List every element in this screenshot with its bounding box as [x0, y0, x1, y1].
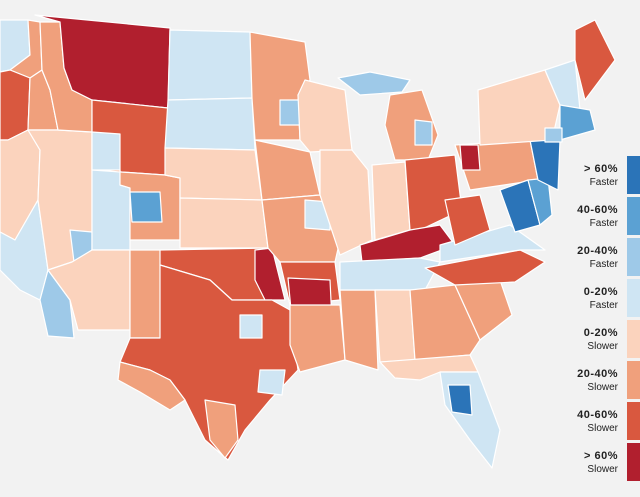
map-region-mississippi	[339, 289, 379, 371]
map-region-alabama	[374, 289, 416, 363]
legend-range-label: 20-40%	[577, 245, 618, 257]
map-region-kansas	[179, 197, 269, 249]
map-region-western-pa	[459, 144, 481, 171]
legend-swatch	[627, 156, 640, 194]
map-region-texas	[119, 264, 299, 461]
map-region-tampa	[447, 384, 473, 416]
legend-swatch	[627, 402, 640, 440]
legend-range-label: > 60%	[584, 450, 618, 462]
legend-direction-label: Faster	[589, 259, 618, 270]
us-map-svg	[0, 14, 616, 469]
legend-direction-label: Faster	[589, 218, 618, 229]
map-region-dallas	[239, 314, 263, 339]
legend-direction-label: Slower	[587, 382, 618, 393]
map-region-north-dakota	[167, 29, 253, 101]
legend-item: > 60% Slower	[568, 442, 640, 482]
legend-item: 40-60% Slower	[568, 401, 640, 441]
legend-range-label: 20-40%	[577, 368, 618, 380]
legend-direction-label: Slower	[587, 464, 618, 475]
map-region-upper-michigan	[337, 71, 411, 96]
map-region-georgia	[409, 284, 481, 361]
legend-item: 20-40% Faster	[568, 237, 640, 277]
map-region-illinois	[319, 149, 373, 256]
legend-item: > 60% Faster	[568, 155, 640, 195]
map-region-wisconsin	[297, 79, 353, 153]
legend-swatch	[627, 361, 640, 399]
map-region-maine	[574, 19, 616, 101]
legend-direction-label: Faster	[589, 300, 618, 311]
legend-item: 0-20% Faster	[568, 278, 640, 318]
map-region-oregon-west	[0, 69, 31, 141]
legend-swatch	[627, 197, 640, 235]
map-region-virginia	[439, 224, 546, 263]
legend-range-label: 0-20%	[583, 286, 618, 298]
map-region-houston	[257, 369, 286, 396]
map-region-denver	[129, 191, 163, 223]
map-region-connecticut	[544, 127, 563, 143]
legend-swatch	[627, 279, 640, 317]
map-region-nebraska	[164, 147, 263, 201]
map-region-detroit	[414, 119, 433, 146]
map-region-indiana	[371, 161, 411, 241]
legend-range-label: 40-60%	[577, 204, 618, 216]
legend-range-label: 0-20%	[583, 327, 618, 339]
map-region-south-texas	[204, 399, 239, 459]
map-region-south-dakota	[164, 97, 256, 151]
map-region-boston	[559, 104, 596, 141]
map-region-north-carolina	[424, 249, 546, 286]
legend-range-label: > 60%	[584, 163, 618, 175]
map-region-new-york	[477, 69, 561, 146]
legend-direction-label: Faster	[589, 177, 618, 188]
map-region-louisiana	[289, 304, 346, 373]
legend-swatch	[627, 320, 640, 358]
legend-swatch	[627, 238, 640, 276]
legend-item: 20-40% Slower	[568, 360, 640, 400]
map-region-minneapolis	[279, 99, 301, 126]
map-region-west-texas	[117, 361, 186, 411]
legend-direction-label: Slower	[587, 341, 618, 352]
map-region-tennessee	[339, 257, 441, 291]
map-region-west-virginia	[444, 194, 491, 246]
legend-range-label: 40-60%	[577, 409, 618, 421]
legend-swatch	[627, 443, 640, 481]
legend-item: 40-60% Faster	[568, 196, 640, 236]
map-region-s-california	[39, 269, 75, 339]
legend-direction-label: Slower	[587, 423, 618, 434]
legend: > 60% Faster 40-60% Faster 20-40% Faster 0-20%…	[568, 155, 640, 497]
choropleth-map	[0, 14, 616, 469]
legend-item: 0-20% Slower	[568, 319, 640, 359]
